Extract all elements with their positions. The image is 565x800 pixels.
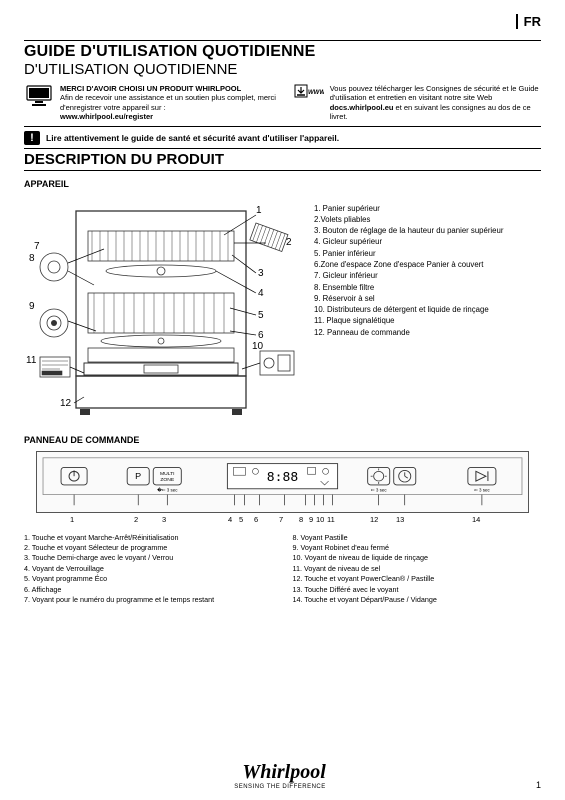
page-subtitle: D'UTILISATION QUOTIDIENNE [24,61,541,78]
callout-5: 5 [258,310,264,321]
part-item: 1. Panier supérieur [314,203,503,214]
part-item: 10. Distributeurs de détergent et liquid… [314,304,503,315]
brand-logo: Whirlpool [234,761,326,784]
warning-bar: ! Lire attentivement le guide de santé e… [24,129,541,149]
legend-item: 6. Affichage [24,585,273,595]
panel-num: 6 [254,515,258,524]
panel-num: 11 [327,515,335,524]
panel-num: 7 [279,515,283,524]
warning-text: Lire attentivement le guide de santé et … [46,133,339,143]
callout-2: 2 [286,237,292,248]
download-block: WWW Vous pouvez télécharger les Consigne… [294,84,541,122]
panel-num: 2 [134,515,138,524]
legend-item: 11. Voyant de niveau de sel [293,564,542,574]
page-footer: Whirlpool SENSING THE DIFFERENCE 1 [24,761,541,790]
callout-11: 11 [26,355,36,366]
legend-item: 5. Voyant programme Éco [24,574,273,584]
legend-item: 13. Touche Différé avec le voyant [293,585,542,595]
panel-num: 4 [228,515,232,524]
panel-num: 10 [316,515,324,524]
part-item: 7. Gicleur inférieur [314,270,503,281]
part-item: 12. Panneau de commande [314,327,503,338]
legend-item: 1. Touche et voyant Marche-Arrêt/Réiniti… [24,533,273,543]
panel-legend-right: 8. Voyant Pastille 9. Voyant Robinet d'e… [293,533,542,606]
panel-legend-left: 1. Touche et voyant Marche-Arrêt/Réiniti… [24,533,273,606]
legend-item: 3. Touche Demi-charge avec le voyant / V… [24,553,273,563]
panel-num: 1 [70,515,74,524]
panel-num: 13 [396,515,404,524]
callout-7: 7 [34,241,40,252]
svg-text:WWW: WWW [308,90,324,96]
part-item: 5. Panier inférieur [314,248,503,259]
legend-item: 12. Touche et voyant PowerClean® / Pasti… [293,574,542,584]
top-rule [24,40,541,41]
panel-number-row: 1 2 3 4 5 6 7 8 9 10 11 12 13 14 [36,515,529,529]
part-item: 2.Volets pliables [314,214,503,225]
thanks-body: Afin de recevoir une assistance et un so… [60,93,276,111]
page-number: 1 [536,780,541,790]
callout-9: 9 [29,301,35,312]
docs-url: docs.whirlpool.eu [330,103,394,112]
svg-text:⇐ 3 sec: ⇐ 3 sec [371,487,388,492]
appliance-diagram: 1 2 3 4 5 6 7 8 9 10 11 12 [24,193,304,423]
info-row: MERCI D'AVOIR CHOISI UN PRODUIT WHIRLPOO… [24,84,541,127]
warning-icon: ! [24,131,40,145]
appliance-heading: APPAREIL [24,179,541,189]
callout-12: 12 [60,398,71,409]
part-item: 3. Bouton de réglage de la hauteur du pa… [314,225,503,236]
download-body1: Vous pouvez télécharger les Consignes de… [330,84,539,102]
thanks-block: MERCI D'AVOIR CHOISI UN PRODUIT WHIRLPOO… [24,84,284,122]
appliance-row: 1 2 3 4 5 6 7 8 9 10 11 12 1. Panier sup… [24,193,541,423]
part-item: 11. Plaque signalétique [314,315,503,326]
panel-num: 3 [162,515,166,524]
legend-item: 10. Voyant de niveau de liquide de rinça… [293,553,542,563]
language-flag: FR [516,14,541,29]
legend-item: 14. Touche et voyant Départ/Pause / Vida… [293,595,542,605]
callout-8: 8 [29,253,35,264]
thanks-bold: MERCI D'AVOIR CHOISI UN PRODUIT WHIRLPOO… [60,84,241,93]
svg-text:�⇐ 3 sec: �⇐ 3 sec [157,487,178,492]
panel-heading: PANNEAU DE COMMANDE [24,435,541,445]
download-www-icon: WWW [294,84,324,110]
part-item: 8. Ensemble filtre [314,282,503,293]
part-item: 6.Zone d'espace Zone d'espace Panier à c… [314,259,503,270]
register-url: www.whirlpool.eu/register [60,112,153,121]
svg-text:⇐ 3 sec: ⇐ 3 sec [474,487,491,492]
legend-item: 4. Voyant de Verrouillage [24,564,273,574]
svg-text:ZONE: ZONE [160,477,175,483]
callout-10: 10 [252,341,263,352]
panel-num: 5 [239,515,243,524]
panel-num: 14 [472,515,480,524]
legend-item: 9. Voyant Robinet d'eau fermé [293,543,542,553]
section-description-title: DESCRIPTION DU PRODUIT [24,149,541,171]
svg-text:8:88: 8:88 [267,470,298,485]
control-panel-diagram: P MULTI ZONE 8:88 [36,451,529,513]
panel-legend: 1. Touche et voyant Marche-Arrêt/Réiniti… [24,533,541,606]
legend-item: 7. Voyant pour le numéro du programme et… [24,595,273,605]
panel-num: 9 [309,515,313,524]
callout-3: 3 [258,268,264,279]
callout-1: 1 [256,205,262,216]
part-item: 9. Réservoir à sel [314,293,503,304]
part-item: 4. Gicleur supérieur [314,236,503,247]
legend-item: 8. Voyant Pastille [293,533,542,543]
callout-6: 6 [258,330,264,341]
svg-text:MULTI: MULTI [160,471,175,477]
legend-item: 2. Touche et voyant Sélecteur de program… [24,543,273,553]
page-title: GUIDE D'UTILISATION QUOTIDIENNE [24,43,541,61]
appliance-parts-list: 1. Panier supérieur 2.Volets pliables 3.… [314,203,503,339]
brand-tagline: SENSING THE DIFFERENCE [234,784,326,790]
callout-4: 4 [258,288,264,299]
svg-text:P: P [135,471,141,481]
panel-num: 12 [370,515,378,524]
monitor-icon [24,84,54,110]
panel-num: 8 [299,515,303,524]
